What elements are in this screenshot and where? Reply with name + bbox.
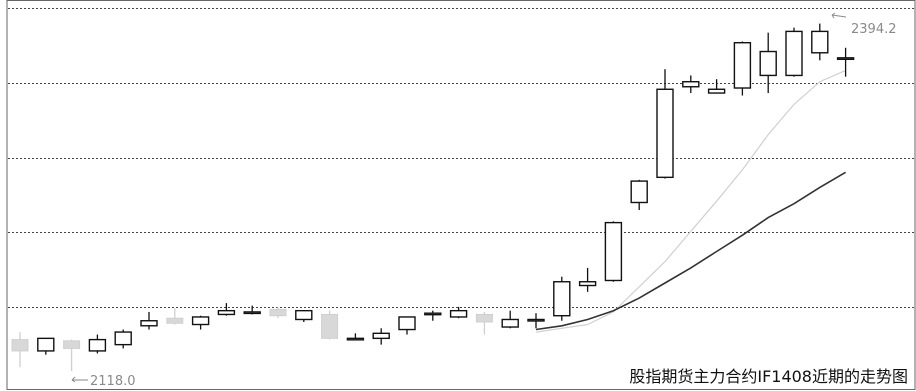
candle bbox=[63, 339, 81, 372]
candle-body bbox=[63, 340, 81, 349]
candle bbox=[243, 305, 261, 315]
candle-body bbox=[321, 313, 339, 339]
candle bbox=[501, 310, 519, 329]
candle-body bbox=[424, 312, 442, 316]
grid-lines bbox=[8, 8, 914, 308]
candle bbox=[269, 306, 287, 319]
candle bbox=[321, 310, 339, 340]
candle-body bbox=[295, 309, 313, 321]
candle bbox=[656, 69, 674, 179]
candle-body bbox=[140, 320, 158, 327]
high-label-leader bbox=[831, 12, 847, 19]
candle-body bbox=[682, 81, 700, 88]
annotations: 2394.2 2118.0 bbox=[71, 12, 897, 389]
candle bbox=[527, 313, 545, 329]
candles bbox=[11, 23, 855, 372]
candle bbox=[166, 308, 184, 325]
candle bbox=[707, 79, 726, 94]
candle bbox=[191, 315, 210, 330]
candle bbox=[295, 309, 313, 322]
candle-body bbox=[527, 318, 545, 322]
candle-body bbox=[88, 338, 107, 352]
candle bbox=[733, 41, 752, 96]
candle-body bbox=[785, 30, 803, 77]
plot-border bbox=[6, 0, 916, 390]
chart-caption: 股指期货主力合约IF1408近期的走势图 bbox=[629, 367, 908, 386]
candle bbox=[140, 311, 158, 330]
candle-body bbox=[11, 339, 29, 352]
candle bbox=[37, 337, 55, 355]
moving-average-line bbox=[535, 171, 847, 331]
candle bbox=[682, 75, 700, 94]
candle bbox=[11, 332, 29, 368]
candle-body bbox=[243, 311, 261, 315]
candle bbox=[217, 303, 236, 316]
candle bbox=[346, 333, 365, 341]
candle-body bbox=[707, 88, 726, 94]
candle bbox=[630, 179, 648, 211]
low-price-label: 2118.0 bbox=[90, 374, 136, 389]
candle-body bbox=[166, 317, 184, 324]
candle bbox=[449, 306, 468, 319]
candle bbox=[785, 27, 803, 77]
candle bbox=[836, 47, 855, 77]
candle-body bbox=[217, 309, 236, 316]
candle bbox=[578, 267, 597, 292]
candle-body bbox=[114, 331, 132, 346]
candle bbox=[424, 310, 442, 321]
candle-body bbox=[836, 57, 855, 61]
moving-average-lines bbox=[535, 69, 847, 333]
candle bbox=[114, 329, 132, 349]
candle bbox=[88, 334, 107, 354]
candle-body bbox=[759, 50, 777, 77]
candle-body bbox=[501, 318, 519, 328]
candle-body bbox=[656, 88, 674, 179]
candle-body bbox=[449, 309, 468, 318]
candle-body bbox=[372, 332, 390, 340]
high-price-label: 2394.2 bbox=[851, 22, 897, 37]
candle-body bbox=[811, 30, 829, 54]
candle bbox=[398, 316, 416, 335]
candle-body bbox=[553, 281, 571, 317]
candle-body bbox=[475, 313, 493, 323]
moving-average-line bbox=[535, 69, 846, 333]
candle-body bbox=[191, 316, 210, 326]
candle-body bbox=[37, 337, 55, 352]
candle bbox=[553, 276, 571, 321]
candle bbox=[759, 32, 777, 94]
candle bbox=[475, 311, 493, 335]
candle-body bbox=[630, 180, 648, 204]
candle bbox=[811, 23, 829, 61]
candle-body bbox=[578, 281, 597, 287]
candle-body bbox=[346, 337, 365, 341]
candle bbox=[372, 328, 390, 345]
candle-body bbox=[269, 308, 287, 317]
low-label-leader bbox=[71, 376, 88, 383]
candle bbox=[604, 221, 623, 282]
candle-body bbox=[604, 221, 623, 282]
candle-body bbox=[733, 42, 752, 89]
candle-body bbox=[398, 316, 416, 331]
